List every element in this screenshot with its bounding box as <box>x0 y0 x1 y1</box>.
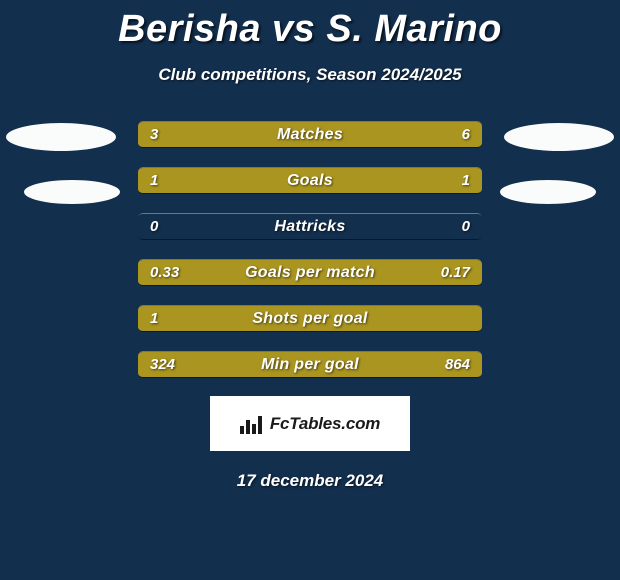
stat-label: Hattricks <box>138 218 482 236</box>
stat-row: 3Matches6 <box>138 121 482 148</box>
player-a-badge-primary <box>6 123 116 151</box>
stat-row: 324Min per goal864 <box>138 351 482 378</box>
stat-row: 1Goals1 <box>138 167 482 194</box>
stat-value-b: 6 <box>462 126 482 143</box>
stat-label: Goals per match <box>138 264 482 282</box>
stat-value-b: 0.17 <box>441 264 482 281</box>
stat-row: 0.33Goals per match0.17 <box>138 259 482 286</box>
chart-logo-icon <box>240 414 264 434</box>
stat-label: Shots per goal <box>138 310 482 328</box>
stat-value-b: 864 <box>445 356 482 373</box>
comparison-bars: 3Matches6 1Goals1 0Hattricks0 0.33Goals per… <box>138 121 482 378</box>
page-title: Berisha vs S. Marino <box>0 0 620 51</box>
stat-value-b: 0 <box>462 218 482 235</box>
stat-value-b: 1 <box>462 172 482 189</box>
stat-row: 0Hattricks0 <box>138 213 482 240</box>
branding-text: FcTables.com <box>270 414 380 434</box>
stat-label: Goals <box>138 172 482 190</box>
stat-label: Min per goal <box>138 356 482 374</box>
stat-row: 1Shots per goal <box>138 305 482 332</box>
branding-badge: FcTables.com <box>210 396 410 451</box>
player-b-badge-primary <box>504 123 614 151</box>
player-a-badge-secondary <box>24 180 120 204</box>
stat-label: Matches <box>138 126 482 144</box>
player-b-badge-secondary <box>500 180 596 204</box>
snapshot-date: 17 december 2024 <box>0 471 620 491</box>
page-subtitle: Club competitions, Season 2024/2025 <box>0 65 620 85</box>
